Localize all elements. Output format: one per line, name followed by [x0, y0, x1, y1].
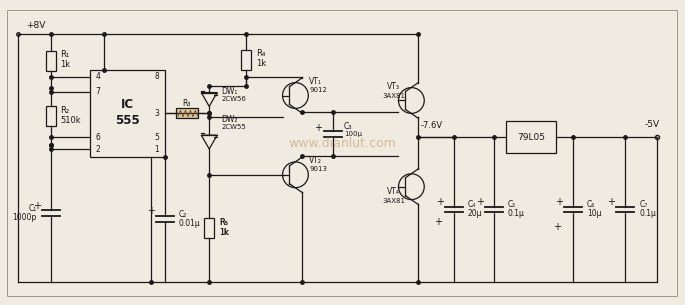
Text: R₁: R₁ [60, 50, 70, 59]
Text: -7.6V: -7.6V [421, 121, 443, 130]
Text: 1000p: 1000p [12, 213, 37, 222]
Text: 2CW56: 2CW56 [221, 96, 246, 102]
Text: +: + [555, 196, 563, 206]
Text: 8: 8 [154, 72, 159, 81]
Text: 20μ: 20μ [468, 209, 482, 218]
Text: +: + [314, 123, 322, 133]
Text: +8V: +8V [26, 21, 45, 30]
Text: 1k: 1k [256, 59, 266, 68]
Text: DW₂: DW₂ [221, 115, 238, 124]
Bar [90, 70, 164, 157]
Text: 100μ: 100μ [344, 131, 362, 137]
Text: 555: 555 [115, 114, 140, 127]
Text: 10μ: 10μ [587, 209, 601, 218]
Text: +: + [33, 200, 41, 210]
Text: 2: 2 [96, 145, 101, 153]
Text: C₃: C₃ [344, 122, 352, 131]
Text: 7: 7 [96, 87, 101, 96]
Text: +: + [436, 196, 444, 206]
Bar [176, 108, 198, 118]
Text: R₃: R₃ [183, 99, 191, 108]
Text: R₅: R₅ [219, 218, 227, 227]
Text: C₂: C₂ [179, 210, 187, 219]
Text: -5V: -5V [645, 120, 660, 129]
Bar [46, 106, 55, 126]
Text: C₇: C₇ [639, 200, 647, 209]
Text: 79L05: 79L05 [517, 133, 545, 142]
Text: VT₄: VT₄ [386, 187, 399, 196]
Text: 6: 6 [96, 133, 101, 142]
Text: R₄: R₄ [256, 49, 265, 58]
Text: 5: 5 [154, 133, 159, 142]
Text: C₄: C₄ [468, 200, 476, 209]
Text: VT₃: VT₃ [386, 82, 399, 91]
Text: +: + [608, 196, 616, 206]
Text: VT₂: VT₂ [310, 156, 323, 165]
Text: 3: 3 [154, 109, 159, 118]
Text: 1k: 1k [60, 60, 71, 69]
Text: C₁: C₁ [29, 204, 37, 213]
Text: IC: IC [121, 98, 134, 111]
Text: +: + [434, 217, 442, 227]
Text: 0.1μ: 0.1μ [639, 209, 656, 218]
Text: C₅: C₅ [508, 200, 516, 209]
Text: C₆: C₆ [587, 200, 595, 209]
Text: 9013: 9013 [310, 166, 327, 172]
Text: 1k: 1k [219, 228, 228, 237]
Text: DW₁: DW₁ [221, 87, 238, 96]
Text: 3AX81: 3AX81 [383, 198, 406, 203]
Text: 0.01μ: 0.01μ [179, 219, 200, 228]
Text: +: + [475, 196, 484, 206]
Bar [204, 218, 214, 238]
Text: 0.1μ: 0.1μ [508, 209, 524, 218]
Bar [241, 50, 251, 70]
Text: 4: 4 [96, 72, 101, 81]
Text: 9012: 9012 [310, 87, 327, 93]
Text: 2CW55: 2CW55 [221, 124, 246, 130]
Text: +: + [147, 206, 155, 217]
Text: 510k: 510k [60, 116, 82, 125]
Text: 1k: 1k [219, 228, 229, 237]
Text: +: + [553, 222, 561, 232]
Text: 1: 1 [154, 145, 159, 153]
Text: www.dianlut.com: www.dianlut.com [288, 137, 396, 149]
Bar [46, 51, 55, 71]
Text: R₂: R₂ [60, 106, 70, 115]
Text: R₅: R₅ [219, 218, 228, 227]
Bar [506, 121, 556, 153]
Text: 3AX81: 3AX81 [383, 92, 406, 99]
Text: VT₁: VT₁ [310, 77, 322, 86]
